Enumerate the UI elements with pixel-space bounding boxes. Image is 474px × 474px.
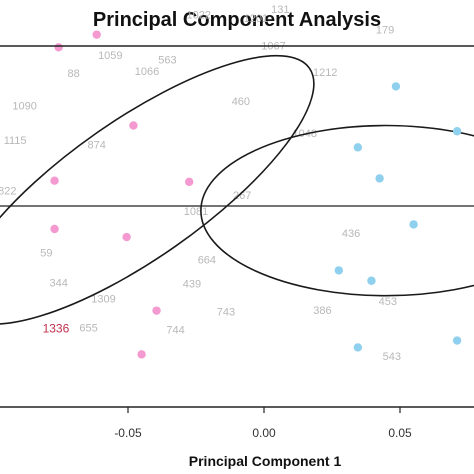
blue-data-point	[452, 336, 462, 345]
sample-label: 179	[376, 25, 394, 37]
sample-label: 386	[313, 305, 331, 317]
sample-label: 563	[158, 54, 176, 66]
pink-data-point	[92, 30, 101, 39]
sample-label: 59	[40, 248, 52, 260]
pink-data-point	[152, 306, 161, 315]
sample-label: 743	[217, 306, 235, 318]
blue-data-point	[353, 343, 363, 352]
blue-data-point	[375, 174, 384, 183]
highlighted-sample-label: 1336	[43, 322, 70, 336]
x-tick-label: -0.05	[114, 426, 142, 440]
group-ellipse-2	[200, 124, 474, 297]
sample-label: 1059	[98, 50, 122, 62]
sample-label: 1309	[91, 294, 115, 306]
pink-data-point	[122, 232, 131, 242]
sample-label: 460	[232, 96, 250, 108]
blue-data-point	[452, 127, 462, 136]
x-tick-label: 0.00	[252, 426, 276, 440]
pink-data-point	[54, 43, 63, 52]
sample-label: 1066	[135, 66, 159, 78]
blue-data-point	[353, 143, 363, 152]
pink-data-point	[137, 350, 146, 359]
x-tick-label: 0.05	[388, 426, 412, 440]
sample-label: 874	[88, 140, 106, 152]
sample-label: 664	[198, 255, 216, 267]
sample-label: 1090	[12, 100, 36, 112]
pink-data-point	[129, 121, 138, 130]
pink-data-point	[50, 224, 59, 234]
x-axis-ticks: 0-0.050.000.05	[114, 407, 412, 440]
sample-label: 1822	[0, 186, 16, 198]
blue-data-point	[367, 276, 376, 285]
sample-label: 344	[49, 278, 67, 290]
sample-label: 655	[79, 322, 97, 334]
sample-label: 1212	[313, 67, 337, 79]
sample-label: 131	[271, 4, 289, 16]
x-axis-label: Principal Component 1	[189, 453, 342, 469]
sample-label: 436	[342, 228, 360, 240]
sample-label: 1022	[186, 10, 210, 22]
sample-label: 543	[383, 351, 401, 363]
pink-data-point	[185, 177, 194, 187]
sample-label: 744	[166, 325, 184, 337]
blue-data-point	[391, 82, 401, 91]
sample-label: 439	[183, 279, 201, 291]
sample-label: 267	[233, 190, 251, 202]
chart-title: Principal Component Analysis	[93, 9, 381, 31]
plot-frame	[0, 45, 474, 408]
sample-label: 1115	[4, 135, 27, 147]
blue-data-point	[334, 266, 343, 275]
sample-label: 453	[379, 296, 397, 308]
pink-data-point	[50, 176, 59, 185]
sample-label: 1081	[184, 206, 208, 218]
blue-data-point	[409, 220, 418, 229]
group-ellipse-1	[0, 54, 315, 325]
sample-label: 88	[67, 68, 79, 80]
sample-label: 1201	[244, 13, 268, 25]
